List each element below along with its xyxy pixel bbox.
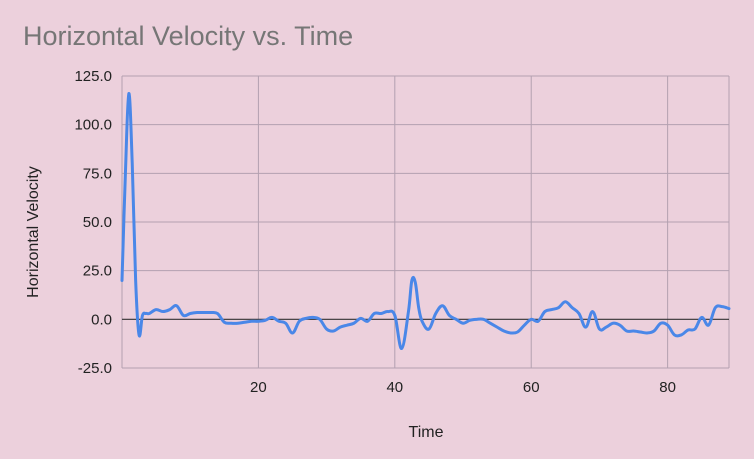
- series-line: [120, 92, 731, 351]
- y-axis-tick-labels: -25.0 0.0 25.0 50.0 75.0 100.0 125.0: [74, 68, 112, 377]
- y-tick-label: 50.0: [83, 214, 112, 231]
- chart-title: Horizontal Velocity vs. Time: [23, 21, 353, 51]
- x-tick-label: 40: [386, 379, 403, 396]
- y-tick-label: -25.0: [78, 360, 112, 377]
- grid-lines: [121, 75, 730, 369]
- x-tick-label: 60: [523, 379, 540, 396]
- y-tick-label: 125.0: [74, 68, 112, 85]
- x-axis-title: Time: [409, 424, 444, 441]
- y-tick-label: 25.0: [83, 263, 112, 280]
- x-tick-label: 80: [659, 379, 676, 396]
- y-tick-label: 0.0: [91, 311, 112, 328]
- y-tick-label: 75.0: [83, 165, 112, 182]
- y-tick-label: 100.0: [74, 117, 112, 134]
- x-tick-label: 20: [250, 379, 267, 396]
- y-axis-title: Horizontal Velocity: [25, 166, 42, 298]
- x-axis-tick-labels: 20 40 60 80: [250, 379, 676, 396]
- series-layer: [120, 92, 731, 351]
